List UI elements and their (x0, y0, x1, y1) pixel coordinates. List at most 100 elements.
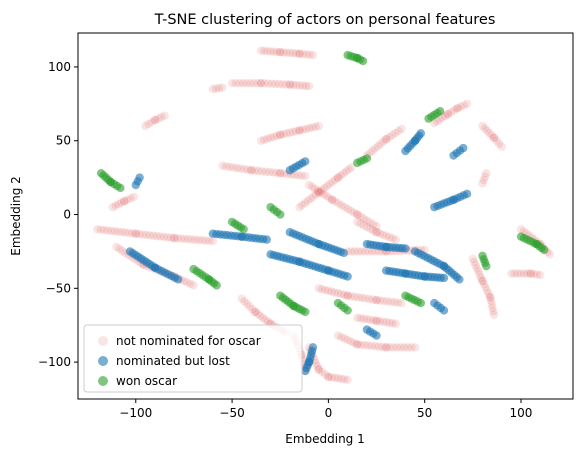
point-not-nominated-for-oscar (115, 244, 124, 254)
point-not-nominated-for-oscar (381, 318, 391, 327)
point-not-nominated-for-oscar (479, 279, 489, 289)
point-not-nominated-for-oscar (208, 84, 218, 94)
point-not-nominated-for-oscar (337, 201, 346, 210)
point-not-nominated-for-oscar (269, 47, 279, 56)
point-not-nominated-for-oscar (372, 295, 381, 305)
point-not-nominated-for-oscar (339, 169, 348, 178)
point-not-nominated-for-oscar (276, 47, 285, 57)
point-not-nominated-for-oscar (304, 123, 314, 133)
point-not-nominated-for-oscar (306, 194, 315, 203)
point-not-nominated-for-oscar (381, 343, 391, 352)
y-axis-label: Embedding 2 (9, 176, 23, 256)
point-not-nominated-for-oscar (356, 340, 366, 349)
point-not-nominated-for-oscar (194, 235, 204, 245)
point-nominated-but-lost (439, 273, 449, 283)
point-not-nominated-for-oscar (482, 286, 492, 295)
point-not-nominated-for-oscar (245, 302, 255, 311)
point-not-nominated-for-oscar (254, 166, 263, 176)
point-not-nominated-for-oscar (381, 135, 391, 144)
point-not-nominated-for-oscar (354, 293, 363, 302)
point-not-nominated-for-oscar (480, 172, 490, 181)
point-not-nominated-for-oscar (375, 229, 384, 238)
point-not-nominated-for-oscar (327, 373, 336, 382)
point-not-nominated-for-oscar (144, 119, 153, 129)
point-not-nominated-for-oscar (388, 130, 397, 140)
point-not-nominated-for-oscar (253, 309, 262, 319)
point-not-nominated-for-oscar (328, 195, 337, 204)
point-nominated-but-lost (462, 189, 472, 199)
point-not-nominated-for-oscar (247, 166, 256, 175)
point-not-nominated-for-oscar (166, 233, 176, 242)
point-not-nominated-for-oscar (316, 188, 325, 197)
point-not-nominated-for-oscar (523, 269, 532, 278)
point-not-nominated-for-oscar (117, 198, 126, 207)
point-not-nominated-for-oscar (298, 81, 307, 90)
point-not-nominated-for-oscar (381, 343, 391, 352)
point-not-nominated-for-oscar (295, 126, 304, 135)
point-not-nominated-for-oscar (239, 164, 249, 174)
point-not-nominated-for-oscar (526, 269, 535, 278)
point-not-nominated-for-oscar (492, 136, 501, 145)
point-not-nominated-for-oscar (489, 133, 499, 142)
point-not-nominated-for-oscar (292, 49, 301, 58)
point-not-nominated-for-oscar (236, 164, 245, 173)
point-not-nominated-for-oscar (340, 334, 349, 343)
legend-frame (83, 324, 303, 393)
legend-marker (98, 376, 108, 386)
point-not-nominated-for-oscar (385, 343, 394, 352)
point-not-nominated-for-oscar (317, 367, 327, 377)
point-not-nominated-for-oscar (108, 202, 117, 212)
point-not-nominated-for-oscar (320, 285, 330, 295)
y-tick-label: 100 (48, 60, 71, 74)
point-not-nominated-for-oscar (298, 125, 307, 134)
point-not-nominated-for-oscar (259, 46, 269, 56)
point-not-nominated-for-oscar (232, 163, 242, 173)
point-not-nominated-for-oscar (328, 177, 337, 187)
point-not-nominated-for-oscar (385, 132, 394, 142)
point-not-nominated-for-oscar (446, 108, 456, 117)
point-not-nominated-for-oscar (365, 224, 375, 233)
point-not-nominated-for-oscar (370, 144, 380, 153)
point-not-nominated-for-oscar (120, 197, 129, 206)
point-not-nominated-for-oscar (256, 78, 266, 88)
point-not-nominated-for-oscar (381, 135, 391, 144)
point-not-nominated-for-oscar (305, 50, 314, 59)
point-not-nominated-for-oscar (314, 365, 323, 374)
point-not-nominated-for-oscar (314, 284, 323, 293)
y-tick-label: −100 (38, 355, 71, 369)
point-not-nominated-for-oscar (368, 295, 378, 304)
point-not-nominated-for-oscar (361, 294, 370, 303)
point-not-nominated-for-oscar (333, 173, 343, 182)
point-not-nominated-for-oscar (497, 142, 506, 151)
point-not-nominated-for-oscar (221, 162, 231, 171)
point-not-nominated-for-oscar (396, 343, 405, 352)
point-nominated-but-lost (372, 331, 381, 340)
point-not-nominated-for-oscar (393, 298, 403, 307)
point-not-nominated-for-oscar (150, 115, 160, 125)
point-not-nominated-for-oscar (182, 278, 192, 287)
point-not-nominated-for-oscar (250, 307, 260, 317)
point-not-nominated-for-oscar (107, 226, 116, 236)
point-not-nominated-for-oscar (532, 270, 542, 279)
point-not-nominated-for-oscar (365, 218, 375, 227)
point-not-nominated-for-oscar (487, 131, 496, 140)
point-not-nominated-for-oscar (285, 48, 295, 58)
point-not-nominated-for-oscar (453, 104, 462, 113)
point-not-nominated-for-oscar (365, 294, 374, 304)
point-not-nominated-for-oscar (356, 314, 365, 323)
point-not-nominated-for-oscar (337, 289, 346, 299)
point-not-nominated-for-oscar (279, 48, 288, 57)
point-won-oscar (343, 306, 352, 315)
point-not-nominated-for-oscar (391, 128, 400, 138)
point-not-nominated-for-oscar (114, 227, 123, 236)
point-not-nominated-for-oscar (310, 184, 320, 193)
point-not-nominated-for-oscar (474, 267, 483, 276)
point-not-nominated-for-oscar (307, 182, 317, 192)
point-not-nominated-for-oscar (308, 123, 317, 132)
point-not-nominated-for-oscar (272, 168, 281, 178)
legend-label: not nominated for oscar (116, 334, 261, 348)
point-not-nominated-for-oscar (279, 129, 288, 139)
point-not-nominated-for-oscar (314, 365, 323, 374)
point-won-oscar (435, 107, 445, 116)
